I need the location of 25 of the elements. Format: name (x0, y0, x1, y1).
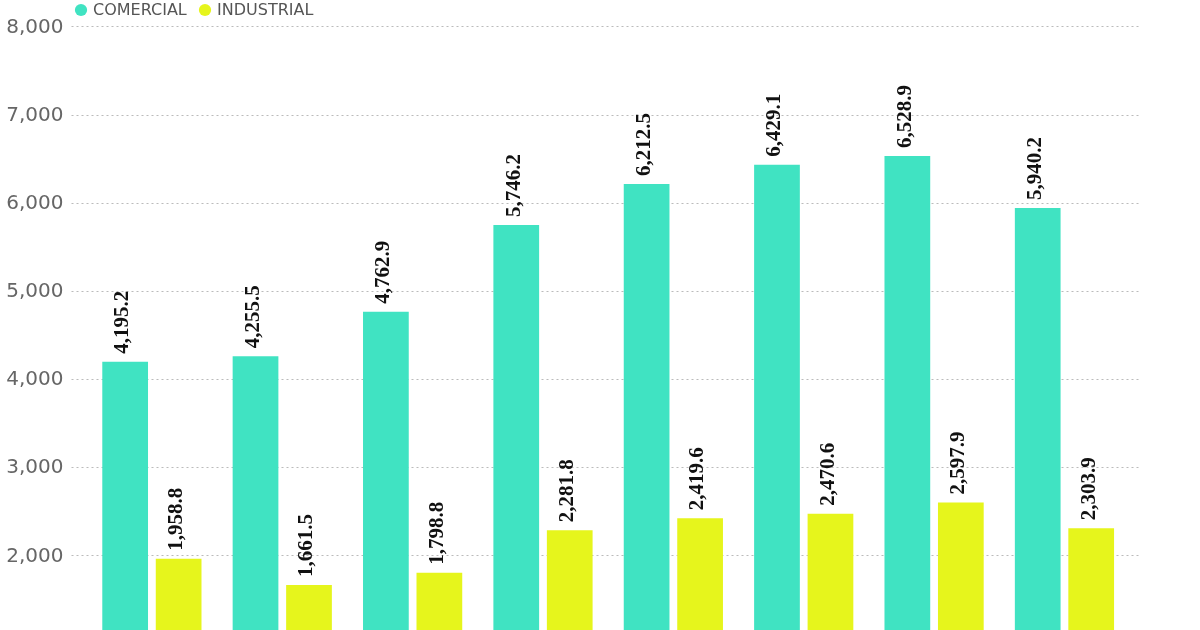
data-label: 2,419.6 (684, 447, 709, 511)
data-label: 2,281.8 (554, 459, 579, 523)
y-tick-label: 6,000 (6, 190, 64, 215)
data-label: 4,255.5 (239, 285, 264, 349)
data-label: 4,762.9 (370, 240, 395, 304)
data-label: 5,940.2 (1022, 136, 1047, 200)
data-label: 1,958.8 (162, 487, 187, 551)
y-tick-label: 3,000 (6, 454, 64, 479)
data-label: 1,661.5 (293, 513, 318, 577)
data-label: 1,798.8 (423, 501, 448, 565)
data-label: 6,429.1 (761, 93, 786, 157)
data-label: 2,303.9 (1075, 457, 1100, 521)
y-tick-label: 7,000 (6, 102, 64, 127)
data-label: 6,528.9 (891, 85, 916, 149)
y-tick-label: 5,000 (6, 278, 64, 303)
data-label: 6,212.5 (630, 112, 655, 176)
data-label: 5,746.2 (500, 154, 525, 218)
legend-label: INDUSTRIAL (217, 0, 314, 19)
y-tick-label: 8,000 (6, 13, 64, 38)
y-tick-label: 2,000 (6, 542, 64, 567)
data-label: 4,195.2 (109, 290, 134, 354)
legend-label: COMERCIAL (93, 0, 187, 19)
y-tick-label: 4,000 (6, 366, 64, 391)
data-label: 2,470.6 (814, 442, 839, 506)
data-label: 2,597.9 (945, 431, 970, 495)
